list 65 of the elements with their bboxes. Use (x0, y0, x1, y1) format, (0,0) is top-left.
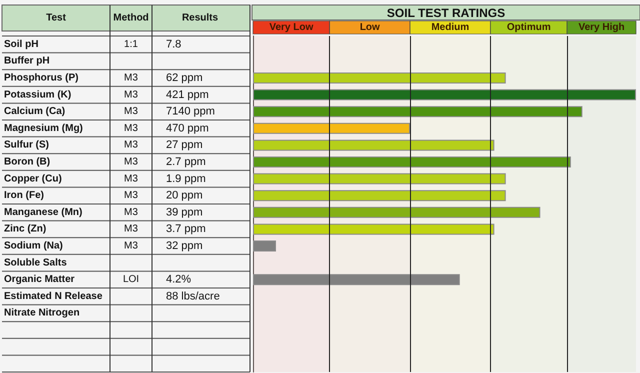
y-tick-label: Sulfur (S) (4, 140, 49, 151)
bar (253, 190, 506, 202)
text: M3 (124, 224, 138, 235)
text: M3 (124, 140, 138, 151)
text: 88 lbs/acre (166, 290, 220, 302)
y-tick-label: Nitrate Nitrogen (4, 308, 80, 319)
text: 1.9 ppm (166, 172, 206, 185)
y-axis-title: Test (46, 12, 67, 24)
bar (253, 274, 460, 286)
text: M3 (124, 156, 138, 168)
bar (253, 156, 571, 168)
bar (253, 240, 276, 252)
text: 1:1 (124, 38, 138, 50)
y-tick-label: Buffer pH (4, 56, 50, 67)
y-tick-label: Boron (B) (4, 156, 50, 168)
bar (253, 173, 506, 184)
text: 7.8 (166, 38, 182, 50)
text: LOI (122, 274, 140, 286)
text: 32 ppm (166, 240, 203, 252)
bar (253, 140, 494, 151)
text: M3 (124, 190, 138, 202)
text: 421 ppm (166, 88, 209, 101)
y-tick-label: Phosphorus (P) (4, 72, 78, 84)
text: M3 (124, 106, 138, 118)
text: 4.2% (166, 274, 192, 286)
bar (253, 106, 582, 118)
bar (253, 122, 410, 134)
text: 7140 ppm (166, 106, 215, 118)
text: 62 ppm (166, 72, 203, 84)
text: M3 (124, 206, 138, 218)
bar (253, 72, 506, 84)
band-label: Very Low (269, 22, 314, 33)
chart-title: SOIL TEST RATINGS (386, 6, 506, 20)
y-tick-label: Iron (Fe) (4, 190, 44, 202)
band-label: Very High (578, 22, 625, 33)
bar (253, 89, 636, 100)
text: 39 ppm (166, 206, 203, 218)
bar (253, 224, 494, 235)
y-tick-label: Sodium (Na) (4, 240, 63, 252)
text: Method (113, 12, 149, 24)
band-label: Low (360, 22, 380, 33)
text: M3 (124, 173, 138, 184)
y-tick-label: Zinc (Zn) (4, 224, 46, 235)
y-tick-label: Manganese (Mn) (4, 206, 82, 218)
y-tick-label: Organic Matter (4, 274, 75, 286)
band-label: Medium (431, 22, 470, 33)
band-label: Optimum (506, 22, 551, 33)
text: 3.7 ppm (166, 223, 206, 236)
text: 20 ppm (166, 190, 203, 202)
text: M3 (124, 89, 138, 100)
y-tick-label: Estimated N Release (4, 290, 103, 302)
y-tick-label: Magnesium (Mg) (4, 122, 83, 134)
y-tick-label: Soluble Salts (4, 257, 68, 268)
y-tick-label: Copper (Cu) (4, 173, 62, 184)
text: 470 ppm (166, 122, 209, 134)
y-tick-label: Potassium (K) (4, 89, 72, 100)
y-tick-label: Calcium (Ca) (4, 106, 66, 118)
text: M3 (124, 240, 138, 252)
text: 2.7 ppm (166, 156, 206, 168)
text: Results (182, 12, 218, 24)
y-tick-label: Soil pH (4, 38, 38, 50)
text: 27 ppm (166, 139, 203, 152)
text: M3 (124, 72, 138, 84)
bar (253, 206, 540, 218)
text: M3 (124, 122, 138, 134)
